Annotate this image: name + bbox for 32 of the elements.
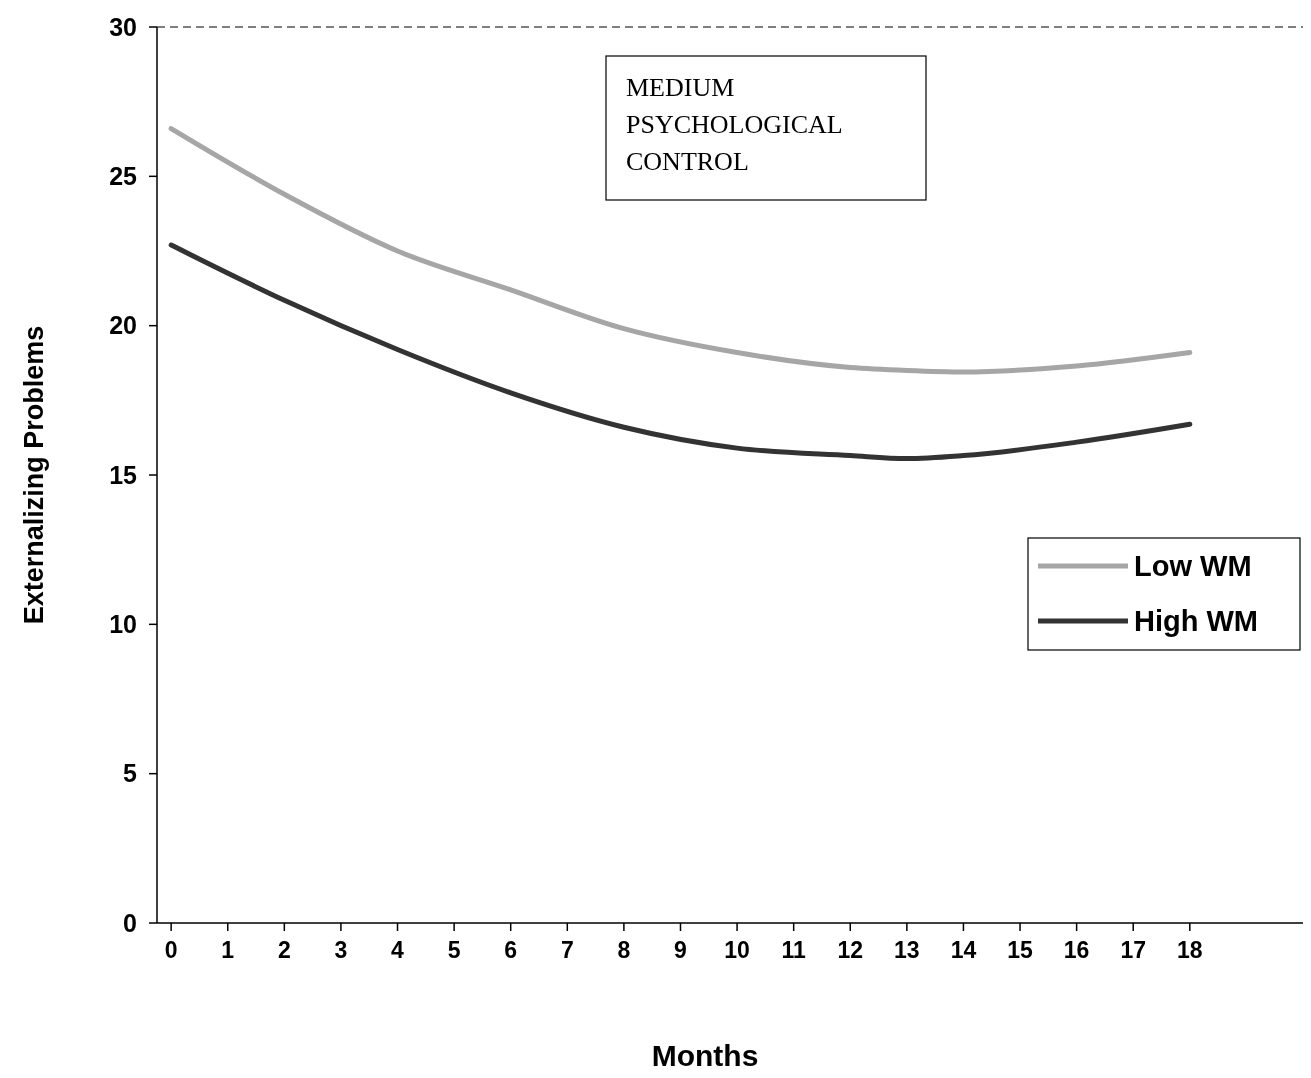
x-tick-label: 2 [277, 937, 291, 963]
y-tick-label: 25 [109, 162, 138, 191]
x-tick-label: 6 [504, 937, 518, 963]
y-tick-label: 30 [109, 12, 137, 41]
x-tick-label: 12 [837, 937, 864, 963]
x-tick-label: 16 [1063, 937, 1090, 963]
x-tick-label: 9 [674, 937, 687, 963]
legend-label: Low WM [1134, 550, 1252, 583]
y-tick-label: 15 [109, 460, 138, 489]
x-tick-label: 18 [1177, 937, 1203, 963]
y-tick-label: 0 [123, 908, 137, 937]
annotation: MEDIUM PSYCHOLOGICAL CONTROL [626, 73, 843, 176]
x-tick-label: 5 [447, 937, 461, 963]
y-tick-label: 5 [123, 759, 138, 788]
x-tick-label: 1 [221, 937, 235, 963]
x-tick-label: 7 [560, 937, 574, 963]
x-tick-label: 14 [950, 937, 977, 963]
x-tick-label: 11 [781, 937, 807, 963]
x-tick-label: 10 [724, 937, 750, 963]
x-tick-label: 17 [1120, 937, 1147, 963]
x-axis-title: Months [651, 1039, 759, 1072]
legend-label: High WM [1134, 605, 1259, 638]
x-tick-label: 13 [894, 937, 920, 963]
x-tick-label: 8 [617, 937, 631, 963]
text-box: MEDIUM PSYCHOLOGICAL CONTROL [605, 55, 927, 201]
y-axis-title: Externalizing Problems [19, 325, 49, 625]
x-tick-label: 4 [391, 937, 405, 963]
y-tick-label: 10 [109, 610, 137, 639]
x-tick-label: 3 [334, 937, 348, 963]
x-tick-label: 0 [164, 937, 178, 963]
x-tick-label: 15 [1007, 937, 1034, 963]
y-tick-label: 20 [109, 311, 137, 340]
